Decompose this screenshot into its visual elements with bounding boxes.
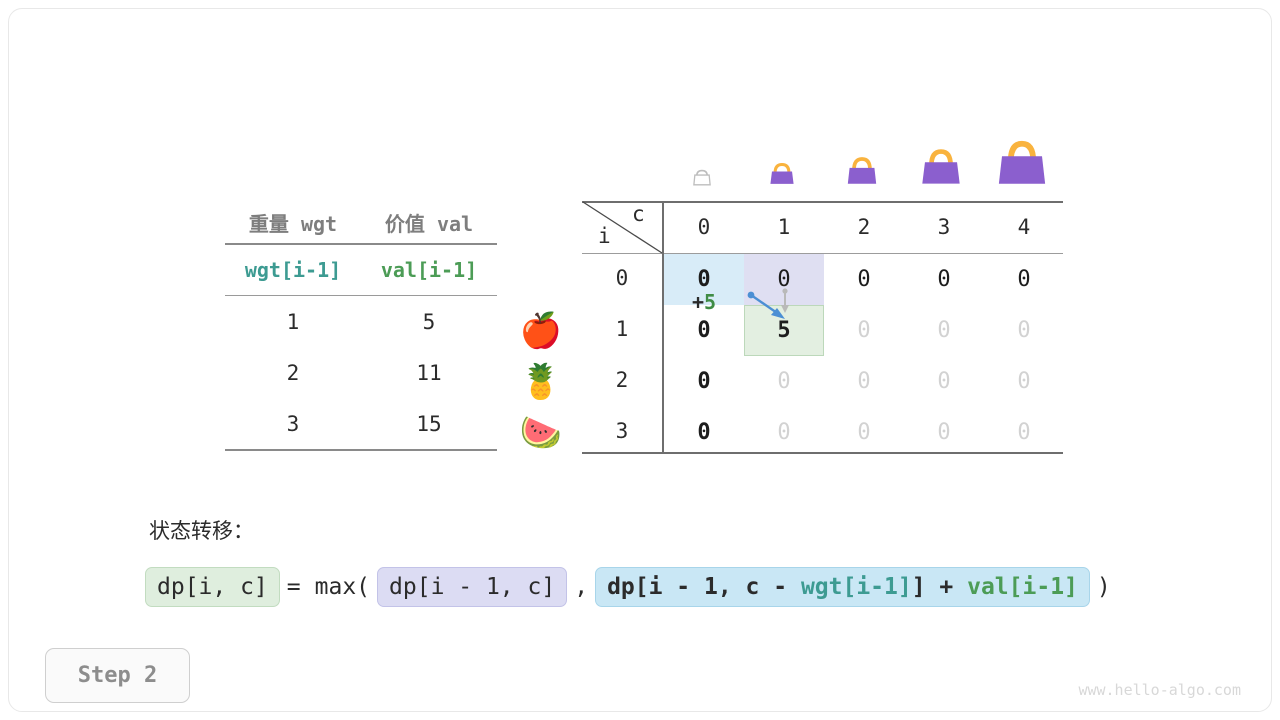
bag-icon-3 <box>922 149 960 184</box>
bag-icon-2 <box>847 157 877 184</box>
dp-cell-0-2: 0 <box>857 267 871 292</box>
dp-table: c i 0 1 2 3 4 0 1 2 3 0 0 0 0 0 0 5 0 0 … <box>582 201 1063 454</box>
items-table-rule-top <box>225 243 497 245</box>
formula-arg-take: dp[i - 1, c - wgt[i-1]] + val[i-1] <box>595 567 1090 607</box>
corner-label-i: i <box>598 224 611 248</box>
dp-cell-0-1: 0 <box>777 267 791 292</box>
items-table-header-row: 重量 wgt 价值 val <box>225 201 497 243</box>
items-table-subheader-row: wgt[i-1] val[i-1] <box>225 245 497 295</box>
dp-cell-2-0: 0 <box>697 369 711 394</box>
dp-bottom-border <box>582 452 1063 454</box>
dp-cell-2-1: 0 <box>777 369 791 394</box>
dp-cell-3-3: 0 <box>937 420 951 445</box>
formula-arg-skip: dp[i - 1, c] <box>377 567 568 607</box>
corner-label-c: c <box>632 202 645 226</box>
apple-icon: 🍎 <box>519 311 563 351</box>
dp-row-header-1: 1 <box>615 317 629 341</box>
dp-col-header-4: 4 <box>1017 215 1031 239</box>
dp-cell-0-4: 0 <box>1017 267 1031 292</box>
dp-row-header-0: 0 <box>615 266 629 290</box>
formula-max: max( <box>314 574 371 600</box>
dp-cell-3-1: 0 <box>777 420 791 445</box>
gain-plus-sign: + <box>692 290 705 314</box>
watermelon-icon: 🍉 <box>519 413 563 453</box>
cell-wgt: 1 <box>286 309 300 334</box>
cell-wgt: 3 <box>286 411 300 436</box>
dp-row-header-2: 2 <box>615 368 629 392</box>
vertical-transition-arrow <box>781 288 789 313</box>
dp-cell-2-3: 0 <box>937 369 951 394</box>
gain-annotation: +5 <box>692 290 716 314</box>
items-table-rule-bottom <box>225 449 497 451</box>
header-value: 价值 val <box>384 211 474 236</box>
dp-cell-2-4: 0 <box>1017 369 1031 394</box>
formula-close-paren: ) <box>1096 574 1111 600</box>
slide-card: 重量 wgt 价值 val wgt[i-1] val[i-1] 1 5 2 11… <box>8 8 1272 712</box>
dp-cell-1-3: 0 <box>937 318 951 343</box>
dp-cell-3-4: 0 <box>1017 420 1031 445</box>
dp-col-header-0: 0 <box>697 215 711 239</box>
table-row: 3 15 <box>225 398 497 449</box>
formula-take-wgt: wgt[i-1] <box>800 574 912 600</box>
formula-take-prefix: dp[i - 1, c - <box>607 574 801 600</box>
gain-value: 5 <box>704 290 717 314</box>
dp-cell-0-0: 0 <box>697 267 711 292</box>
bag-icon-0 <box>693 169 711 186</box>
dp-col-header-3: 3 <box>937 215 951 239</box>
dp-col-header-2: 2 <box>857 215 871 239</box>
dp-row-header-3: 3 <box>615 419 629 443</box>
items-table: 重量 wgt 价值 val wgt[i-1] val[i-1] 1 5 2 11… <box>225 201 497 451</box>
highlight-prev-capacity <box>664 254 744 305</box>
dp-cell-1-1: 5 <box>777 318 791 343</box>
dp-header-rule <box>582 253 1063 254</box>
bag-icon-1 <box>770 162 794 184</box>
transition-formula: dp[i, c] = max( dp[i - 1, c] , dp[i - 1,… <box>145 567 1118 607</box>
formula-comma: , <box>574 574 589 600</box>
watermark: www.hello-algo.com <box>1078 681 1241 699</box>
dp-row-header-divider <box>662 201 664 454</box>
bag-icon-4 <box>998 140 1046 184</box>
formula-take-val: val[i-1] <box>967 574 1078 600</box>
diagonal-transition-arrow <box>747 291 785 319</box>
dp-top-border <box>582 201 1063 203</box>
header-weight: 重量 wgt <box>248 211 338 236</box>
dp-cell-1-4: 0 <box>1017 318 1031 343</box>
formula-equals: = <box>286 574 301 600</box>
table-row: 1 5 <box>225 296 497 347</box>
cell-wgt: 2 <box>286 360 300 385</box>
transition-label: 状态转移： <box>149 519 254 543</box>
corner-diagonal <box>582 201 663 254</box>
dp-cell-3-2: 0 <box>857 420 871 445</box>
table-row: 2 11 <box>225 347 497 398</box>
formula-take-mid: ] + <box>911 574 968 600</box>
subheader-wgt: wgt[i-1] <box>244 258 342 282</box>
dp-cell-3-0: 0 <box>697 420 711 445</box>
dp-col-header-1: 1 <box>777 215 791 239</box>
items-table-rule-mid <box>225 295 497 296</box>
pineapple-icon: 🍍 <box>519 362 563 402</box>
dp-cell-1-2: 0 <box>857 318 871 343</box>
dp-cell-0-3: 0 <box>937 267 951 292</box>
dp-cell-2-2: 0 <box>857 369 871 394</box>
cell-val: 11 <box>416 360 442 385</box>
subheader-val: val[i-1] <box>380 258 478 282</box>
step-badge: Step 2 <box>45 648 190 703</box>
dp-cell-1-0: 0 <box>697 318 711 343</box>
cell-val: 15 <box>416 411 442 436</box>
cell-val: 5 <box>422 309 436 334</box>
formula-target: dp[i, c] <box>145 567 280 607</box>
